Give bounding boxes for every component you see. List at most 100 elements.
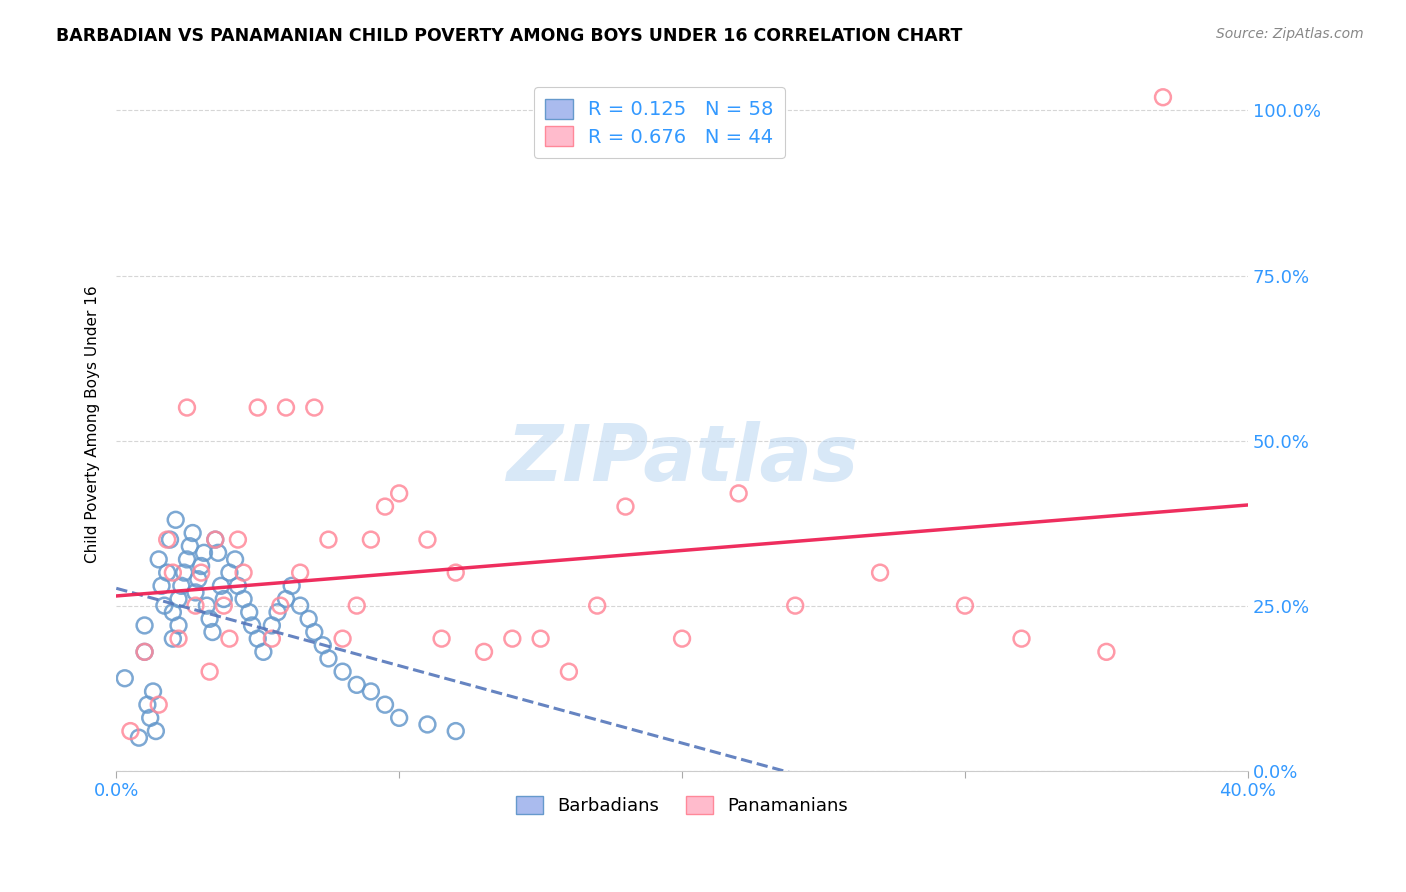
- Point: [195, 599, 218, 613]
- Point: [153, 599, 176, 613]
- Point: [184, 599, 207, 613]
- Point: [198, 665, 221, 679]
- Point: [318, 533, 340, 547]
- Point: [444, 724, 467, 739]
- Point: [332, 632, 354, 646]
- Point: [360, 684, 382, 698]
- Point: [162, 632, 184, 646]
- Point: [204, 533, 226, 547]
- Point: [167, 632, 190, 646]
- Point: [312, 638, 335, 652]
- Point: [156, 533, 179, 547]
- Point: [304, 625, 326, 640]
- Point: [190, 559, 212, 574]
- Point: [173, 566, 195, 580]
- Point: [212, 592, 235, 607]
- Point: [187, 572, 209, 586]
- Point: [288, 566, 311, 580]
- Text: BARBADIAN VS PANAMANIAN CHILD POVERTY AMONG BOYS UNDER 16 CORRELATION CHART: BARBADIAN VS PANAMANIAN CHILD POVERTY AM…: [56, 27, 963, 45]
- Point: [176, 401, 198, 415]
- Point: [274, 592, 297, 607]
- Point: [388, 486, 411, 500]
- Point: [332, 665, 354, 679]
- Point: [134, 645, 156, 659]
- Point: [139, 711, 162, 725]
- Point: [501, 632, 523, 646]
- Point: [167, 618, 190, 632]
- Point: [869, 566, 891, 580]
- Text: Source: ZipAtlas.com: Source: ZipAtlas.com: [1216, 27, 1364, 41]
- Point: [252, 645, 274, 659]
- Point: [190, 566, 212, 580]
- Point: [269, 599, 291, 613]
- Point: [260, 632, 283, 646]
- Point: [374, 698, 396, 712]
- Point: [472, 645, 495, 659]
- Point: [246, 401, 269, 415]
- Point: [232, 592, 254, 607]
- Point: [134, 618, 156, 632]
- Text: ZIPatlas: ZIPatlas: [506, 421, 858, 497]
- Point: [134, 645, 156, 659]
- Point: [212, 599, 235, 613]
- Point: [953, 599, 976, 613]
- Point: [114, 671, 136, 685]
- Point: [444, 566, 467, 580]
- Point: [1152, 90, 1174, 104]
- Point: [148, 698, 170, 712]
- Point: [246, 632, 269, 646]
- Point: [145, 724, 167, 739]
- Point: [207, 546, 229, 560]
- Point: [614, 500, 637, 514]
- Point: [201, 625, 224, 640]
- Point: [148, 552, 170, 566]
- Legend: Barbadians, Panamanians: Barbadians, Panamanians: [506, 787, 858, 824]
- Point: [150, 579, 173, 593]
- Y-axis label: Child Poverty Among Boys Under 16: Child Poverty Among Boys Under 16: [86, 285, 100, 563]
- Point: [785, 599, 807, 613]
- Point: [226, 579, 249, 593]
- Point: [346, 678, 368, 692]
- Point: [1011, 632, 1033, 646]
- Point: [136, 698, 159, 712]
- Point: [226, 533, 249, 547]
- Point: [274, 401, 297, 415]
- Point: [165, 513, 187, 527]
- Point: [240, 618, 263, 632]
- Point: [181, 526, 204, 541]
- Point: [416, 533, 439, 547]
- Point: [558, 665, 581, 679]
- Point: [142, 684, 165, 698]
- Point: [167, 592, 190, 607]
- Point: [218, 566, 240, 580]
- Point: [1095, 645, 1118, 659]
- Point: [120, 724, 142, 739]
- Point: [162, 605, 184, 619]
- Point: [170, 579, 193, 593]
- Point: [430, 632, 453, 646]
- Point: [360, 533, 382, 547]
- Point: [179, 539, 201, 553]
- Point: [176, 552, 198, 566]
- Point: [671, 632, 693, 646]
- Point: [530, 632, 553, 646]
- Point: [162, 566, 184, 580]
- Point: [298, 612, 321, 626]
- Point: [318, 651, 340, 665]
- Point: [224, 552, 246, 566]
- Point: [374, 500, 396, 514]
- Point: [260, 618, 283, 632]
- Point: [159, 533, 181, 547]
- Point: [304, 401, 326, 415]
- Point: [388, 711, 411, 725]
- Point: [204, 533, 226, 547]
- Point: [198, 612, 221, 626]
- Point: [346, 599, 368, 613]
- Point: [193, 546, 215, 560]
- Point: [416, 717, 439, 731]
- Point: [218, 632, 240, 646]
- Point: [156, 566, 179, 580]
- Point: [184, 585, 207, 599]
- Point: [586, 599, 609, 613]
- Point: [280, 579, 302, 593]
